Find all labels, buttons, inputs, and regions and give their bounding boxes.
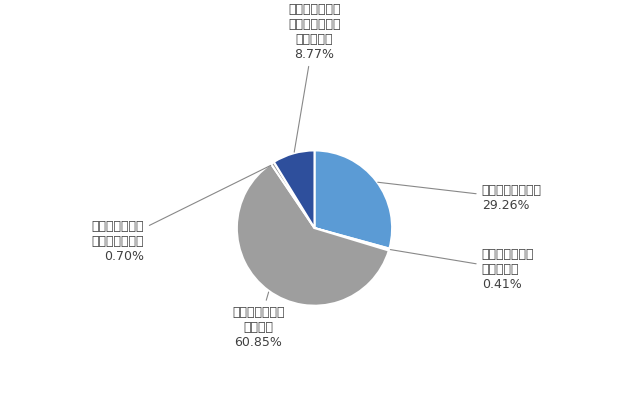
Wedge shape [314,228,389,251]
Wedge shape [314,150,392,249]
Wedge shape [271,162,314,228]
Text: 广播电视节目销
售收入（亿元）
0.70%: 广播电视节目销 售收入（亿元） 0.70% [92,165,270,263]
Text: 有线电视网络收
入（亿元）
0.41%: 有线电视网络收 入（亿元） 0.41% [391,247,534,291]
Text: 广告收入（亿元）
29.26%: 广告收入（亿元） 29.26% [378,182,542,212]
Wedge shape [237,164,389,306]
Text: 节目制作相关服
务收入等其他收
入（亿元）
8.77%: 节目制作相关服 务收入等其他收 入（亿元） 8.77% [288,3,341,152]
Text: 新媒体业务收入
（亿元）
60.85%: 新媒体业务收入 （亿元） 60.85% [232,292,285,349]
Wedge shape [274,150,314,228]
